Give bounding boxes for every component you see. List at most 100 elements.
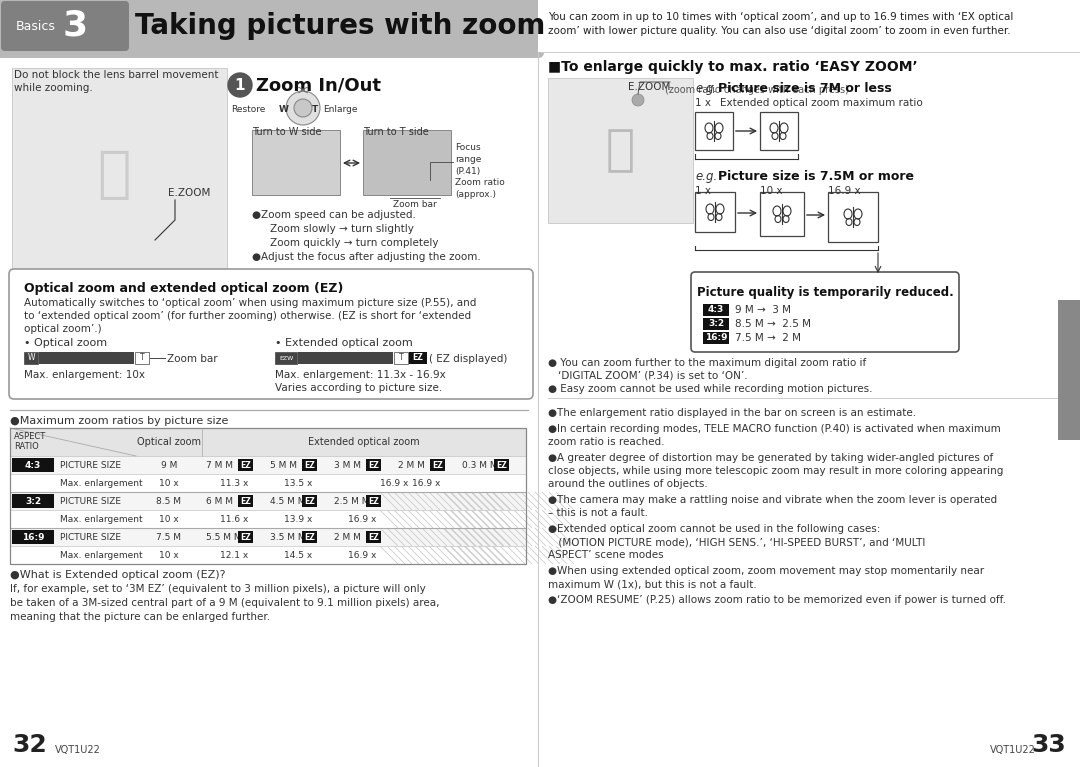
Bar [10, 492, 526, 510]
Text: Zoom bar: Zoom bar [393, 200, 437, 209]
Bar [200, 0, 1080, 52]
Text: Taking pictures with zoom: Taking pictures with zoom [135, 12, 545, 40]
Text: Turn to T side: Turn to T side [363, 127, 429, 137]
Text: Enlarge: Enlarge [323, 106, 357, 114]
FancyBboxPatch shape [0, 0, 544, 58]
Text: ● Easy zoom cannot be used while recording motion pictures.: ● Easy zoom cannot be used while recordi… [548, 384, 873, 394]
Text: Zoom In/Out: Zoom In/Out [256, 76, 381, 94]
Text: 4.5 M M: 4.5 M M [270, 496, 306, 505]
Text: Max. enlargement: Max. enlargement [60, 551, 143, 559]
Bar [275, 352, 297, 364]
Text: PICTURE SIZE: PICTURE SIZE [60, 532, 121, 542]
Text: 7 M M: 7 M M [206, 460, 233, 469]
Text: ●Extended optical zoom cannot be used in the following cases:
 (MOTION PICTURE m: ●Extended optical zoom cannot be used in… [548, 524, 926, 561]
Bar [12, 458, 54, 472]
Text: ‘DIGITAL ZOOM’ (P.34) is set to ‘ON’.: ‘DIGITAL ZOOM’ (P.34) is set to ‘ON’. [558, 371, 747, 381]
Text: ● You can zoom further to the maximum digital zoom ratio if: ● You can zoom further to the maximum di… [548, 358, 866, 368]
Text: 0.3 M M: 0.3 M M [462, 460, 498, 469]
Bar [302, 495, 318, 507]
Text: Zoom bar: Zoom bar [167, 354, 218, 364]
Text: Zoom ratio
(approx.): Zoom ratio (approx.) [455, 178, 504, 199]
Text: ●When using extended optical zoom, zoom movement may stop momentarily near
maxim: ●When using extended optical zoom, zoom … [548, 566, 984, 589]
Text: 32: 32 [12, 733, 46, 757]
Bar [363, 130, 451, 195]
Bar [696, 192, 735, 232]
Text: EZ: EZ [305, 496, 315, 505]
Text: 3:2: 3:2 [25, 496, 41, 505]
Bar [366, 531, 381, 543]
Text: ●The camera may make a rattling noise and vibrate when the zoom lever is operate: ●The camera may make a rattling noise an… [548, 495, 997, 518]
Bar [0, 0, 538, 52]
Text: 7.5 M →  2 M: 7.5 M → 2 M [735, 333, 801, 343]
Bar [238, 531, 253, 543]
Text: Optical zoom: Optical zoom [137, 437, 201, 447]
Text: ●‘ZOOM RESUME’ (P.25) allows zoom ratio to be memorized even if power is turned : ●‘ZOOM RESUME’ (P.25) allows zoom ratio … [548, 595, 1005, 605]
Text: 5 M M: 5 M M [270, 460, 297, 469]
Text: ●Zoom speed can be adjusted.: ●Zoom speed can be adjusted. [252, 210, 416, 220]
Text: EZ: EZ [240, 532, 251, 542]
Text: EZ: EZ [413, 354, 423, 363]
Text: EZ: EZ [240, 460, 251, 469]
Circle shape [294, 99, 312, 117]
Bar [10, 428, 526, 564]
Bar [760, 192, 804, 236]
Bar [238, 459, 253, 471]
Text: Automatically switches to ‘optical zoom’ when using maximum picture size (P.55),: Automatically switches to ‘optical zoom’… [24, 298, 476, 308]
Text: Restore: Restore [231, 106, 265, 114]
Text: Optical zoom and extended optical zoom (EZ): Optical zoom and extended optical zoom (… [24, 282, 343, 295]
Text: Picture size is 7.5M or more: Picture size is 7.5M or more [718, 170, 914, 183]
Text: 16:9: 16:9 [705, 334, 727, 343]
Text: EZ: EZ [432, 460, 443, 469]
Text: Zoom quickly → turn completely: Zoom quickly → turn completely [270, 238, 438, 248]
Text: Max. enlargement: 10x: Max. enlargement: 10x [24, 370, 145, 380]
Text: E.ZOOM: E.ZOOM [627, 82, 671, 92]
Text: 13.9 x: 13.9 x [284, 515, 312, 524]
Text: 10 x: 10 x [159, 551, 179, 559]
Text: If, for example, set to ‘3M EZ’ (equivalent to 3 million pixels), a picture will: If, for example, set to ‘3M EZ’ (equival… [10, 584, 440, 622]
Text: 11.6 x: 11.6 x [220, 515, 248, 524]
Text: E.ZOOM: E.ZOOM [168, 188, 211, 198]
Bar [10, 510, 526, 528]
Text: ASPECT
RATIO: ASPECT RATIO [14, 432, 46, 452]
Bar [0, 0, 249, 52]
Text: 1 x: 1 x [696, 186, 711, 196]
Text: • Optical zoom: • Optical zoom [24, 338, 107, 348]
Bar [12, 68, 227, 283]
Text: ●Adjust the focus after adjusting the zoom.: ●Adjust the focus after adjusting the zo… [252, 252, 481, 262]
Text: ●The enlargement ratio displayed in the bar on screen is an estimate.: ●The enlargement ratio displayed in the … [548, 408, 916, 418]
Text: EZ: EZ [305, 460, 315, 469]
Text: 16.9 x: 16.9 x [348, 551, 376, 559]
Text: EZ: EZ [368, 460, 379, 469]
Text: 16.9 x: 16.9 x [411, 479, 441, 488]
Text: Picture size is 7M or less: Picture size is 7M or less [718, 82, 892, 95]
Text: T: T [312, 106, 319, 114]
Text: You can zoom in up to 10 times with ‘optical zoom’, and up to 16.9 times with ‘E: You can zoom in up to 10 times with ‘opt… [548, 12, 1013, 22]
Text: optical zoom’.): optical zoom’.) [24, 324, 102, 334]
Text: 5.5 M M: 5.5 M M [206, 532, 242, 542]
Text: 2 M M: 2 M M [334, 532, 361, 542]
Text: 📷: 📷 [97, 148, 131, 202]
Text: ●Maximum zoom ratios by picture size: ●Maximum zoom ratios by picture size [10, 416, 228, 426]
Text: EZW: EZW [279, 355, 293, 360]
Bar [238, 495, 253, 507]
Text: EZ: EZ [368, 496, 379, 505]
Bar [24, 352, 38, 364]
Text: Do not block the lens barrel movement
while zooming.: Do not block the lens barrel movement wh… [14, 70, 218, 94]
Bar [430, 459, 445, 471]
Bar [10, 456, 526, 474]
Bar [135, 352, 149, 364]
Bar [10, 474, 526, 492]
Text: 10 x: 10 x [159, 515, 179, 524]
Text: 16:9: 16:9 [22, 532, 44, 542]
Text: Max. enlargement: Max. enlargement [60, 479, 143, 488]
Bar [1058, 300, 1080, 440]
Text: 12.1 x: 12.1 x [220, 551, 248, 559]
Bar [409, 352, 427, 364]
Text: W: W [279, 106, 289, 114]
Text: 📷: 📷 [606, 126, 635, 174]
Text: 10 x: 10 x [760, 186, 783, 196]
Bar [302, 459, 318, 471]
Text: 1: 1 [234, 77, 245, 93]
Text: 10 x: 10 x [159, 479, 179, 488]
Text: Basics: Basics [16, 19, 56, 32]
